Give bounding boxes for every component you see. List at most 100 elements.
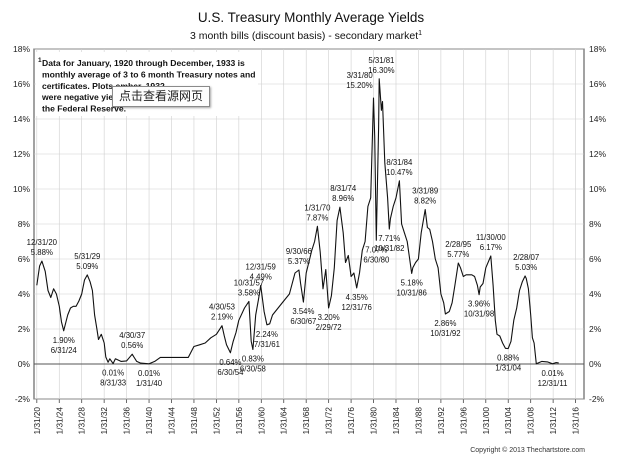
peak-trough-label: 15.20% bbox=[346, 81, 373, 90]
peak-trough-label: 7.87% bbox=[306, 213, 328, 222]
peak-trough-label: 0.01% bbox=[138, 369, 160, 378]
x-tick-label: 1/31/20 bbox=[33, 407, 42, 435]
chart-subtitle: 3 month bills (discount basis) - seconda… bbox=[190, 30, 422, 42]
y-tick-label-right: 16% bbox=[589, 79, 606, 89]
peak-trough-label: 12/31/59 bbox=[246, 262, 276, 271]
peak-trough-label: 6/31/24 bbox=[51, 346, 78, 355]
peak-trough-label: 0.83% bbox=[242, 354, 264, 363]
peak-trough-label: 9/30/66 bbox=[286, 247, 312, 256]
copyright-text: Copyright © 2013 Thechartstore.com bbox=[470, 446, 585, 454]
y-tick-label-left: -2% bbox=[15, 394, 31, 404]
peak-trough-label: 6/30/58 bbox=[240, 364, 266, 373]
peak-trough-label: 1.90% bbox=[53, 336, 75, 345]
x-tick-label: 1/31/84 bbox=[392, 407, 401, 435]
peak-trough-label: 3/31/80 bbox=[347, 71, 374, 80]
peak-trough-label: 8.82% bbox=[414, 197, 436, 206]
x-tick-label: 1/31/16 bbox=[572, 407, 581, 435]
x-tick-label: 1/31/00 bbox=[482, 407, 491, 435]
peak-trough-label: 5/31/29 bbox=[74, 252, 100, 261]
peak-trough-label: 10/31/82 bbox=[374, 244, 404, 253]
peak-trough-label: 0.01% bbox=[102, 369, 124, 378]
x-tick-label: 1/31/08 bbox=[527, 407, 536, 435]
y-tick-label-right: -2% bbox=[589, 394, 605, 404]
peak-trough-label: 5.88% bbox=[31, 248, 53, 257]
y-tick-label-right: 18% bbox=[589, 44, 606, 54]
peak-trough-label: 0.01% bbox=[542, 369, 564, 378]
peak-trough-label: 1/31/40 bbox=[136, 379, 163, 388]
x-tick-label: 1/31/36 bbox=[123, 407, 132, 435]
peak-trough-label: 10/31/57 bbox=[234, 278, 264, 287]
peak-trough-label: 4.35% bbox=[346, 293, 368, 302]
peak-trough-label: 3.58% bbox=[238, 288, 260, 297]
peak-trough-label: 8/31/84 bbox=[386, 158, 413, 167]
peak-trough-label: 6/30/67 bbox=[290, 317, 316, 326]
peak-trough-label: 0.56% bbox=[121, 341, 143, 350]
peak-trough-label: 6.17% bbox=[480, 243, 502, 252]
x-tick-label: 1/31/56 bbox=[235, 407, 244, 435]
x-tick-label: 1/31/32 bbox=[100, 407, 109, 435]
x-tick-label: 1/31/24 bbox=[55, 407, 64, 435]
peak-trough-label: 10/31/92 bbox=[430, 329, 460, 338]
peak-trough-label: 1/31/70 bbox=[304, 203, 331, 212]
note-superscript: 1 bbox=[38, 57, 42, 64]
x-tick-label: 1/31/68 bbox=[302, 407, 311, 435]
x-tick-label: 1/31/48 bbox=[190, 407, 199, 435]
y-tick-label-right: 14% bbox=[589, 114, 606, 124]
peak-trough-label: 3.20% bbox=[318, 313, 340, 322]
peak-trough-label: 12/31/76 bbox=[342, 303, 372, 312]
x-tick-label: 1/31/76 bbox=[347, 407, 356, 435]
x-tick-label: 1/31/60 bbox=[257, 407, 266, 435]
x-tick-label: 1/31/64 bbox=[280, 407, 289, 435]
peak-trough-label: 16.30% bbox=[368, 66, 395, 75]
y-tick-label-left: 4% bbox=[18, 289, 31, 299]
peak-trough-label: 8/31/33 bbox=[100, 379, 126, 388]
peak-trough-label: 8/31/74 bbox=[330, 184, 357, 193]
note-line: were negative yiel ported by bbox=[41, 92, 157, 102]
peak-trough-label: 1/31/04 bbox=[495, 364, 522, 373]
peak-trough-label: 5.09% bbox=[76, 262, 98, 271]
y-tick-label-left: 12% bbox=[13, 149, 30, 159]
peak-trough-label: 6/30/54 bbox=[217, 368, 244, 377]
x-tick-label: 1/31/80 bbox=[370, 407, 379, 435]
peak-trough-label: 0.88% bbox=[497, 354, 519, 363]
peak-trough-label: 2.24% bbox=[256, 330, 278, 339]
y-tick-label-right: 2% bbox=[589, 324, 602, 334]
peak-trough-label: 5.03% bbox=[515, 263, 537, 272]
subtitle-superscript: 1 bbox=[418, 30, 422, 37]
x-tick-label: 1/31/44 bbox=[168, 407, 177, 435]
peak-trough-label: 5.18% bbox=[401, 278, 423, 287]
peak-trough-label: 11/30/00 bbox=[476, 233, 506, 242]
peak-trough-label: 5/31/81 bbox=[368, 56, 394, 65]
x-tick-label: 1/31/28 bbox=[78, 407, 87, 435]
y-tick-label-left: 14% bbox=[13, 114, 30, 124]
peak-trough-label: 7.07% bbox=[365, 245, 387, 254]
note-line: Data for January, 1920 through December,… bbox=[42, 58, 245, 68]
y-tick-label-right: 4% bbox=[589, 289, 602, 299]
view-source-popup[interactable]: 点击查看源网页 bbox=[112, 86, 210, 107]
peak-trough-label: 2/28/95 bbox=[445, 240, 472, 249]
peak-trough-label: 12/31/11 bbox=[538, 379, 568, 388]
yield-series-line bbox=[36, 78, 559, 365]
y-tick-label-right: 8% bbox=[589, 219, 602, 229]
y-tick-label-left: 0% bbox=[18, 359, 31, 369]
peak-trough-label: 6/30/80 bbox=[363, 255, 390, 264]
y-tick-label-right: 6% bbox=[589, 254, 602, 264]
x-tick-label: 1/31/92 bbox=[437, 407, 446, 435]
y-tick-label-right: 0% bbox=[589, 359, 602, 369]
peak-trough-label: 2.19% bbox=[211, 313, 233, 322]
peak-trough-label: 7/31/61 bbox=[254, 340, 280, 349]
note-line: the Federal Reserve. bbox=[42, 104, 126, 114]
peak-trough-label: 2/29/72 bbox=[316, 323, 342, 332]
note-line: certificates. Plots ember, 1932 bbox=[42, 81, 165, 91]
x-tick-label: 1/31/12 bbox=[549, 407, 558, 435]
x-tick-label: 1/31/52 bbox=[212, 407, 221, 435]
peak-trough-label: 3.96% bbox=[468, 300, 490, 309]
peak-trough-label: 4.49% bbox=[250, 272, 272, 281]
peak-trough-label: 3/31/89 bbox=[412, 187, 438, 196]
x-tick-label: 1/31/72 bbox=[325, 407, 334, 435]
peak-trough-label: 2.86% bbox=[434, 319, 456, 328]
y-tick-label-left: 8% bbox=[18, 219, 31, 229]
y-tick-label-right: 12% bbox=[589, 149, 606, 159]
x-tick-label: 1/31/96 bbox=[459, 407, 468, 435]
